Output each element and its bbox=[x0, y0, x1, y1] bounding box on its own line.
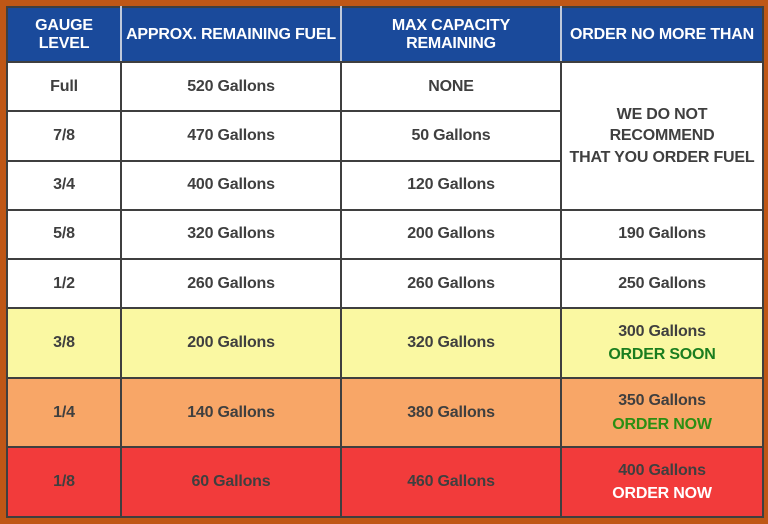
gauge-level-cell: 3/4 bbox=[6, 159, 122, 211]
no-order-note: WE DO NOT RECOMMEND THAT YOU ORDER FUEL bbox=[560, 61, 764, 211]
remaining-fuel-cell: 470 Gallons bbox=[120, 110, 342, 162]
header-remaining-fuel: APPROX. REMAINING FUEL bbox=[120, 5, 342, 64]
remaining-fuel-cell: 520 Gallons bbox=[120, 61, 342, 113]
order-limit-cell: 250 Gallons bbox=[560, 257, 764, 310]
row-3-8: 3/8 200 Gallons 320 Gallons 300 Gallons … bbox=[6, 307, 764, 379]
remaining-fuel-cell: 200 Gallons bbox=[120, 307, 342, 379]
remaining-fuel-cell: 60 Gallons bbox=[120, 446, 342, 518]
order-action-label: ORDER NOW bbox=[612, 415, 712, 433]
remaining-fuel-cell: 260 Gallons bbox=[120, 257, 342, 310]
remaining-fuel-cell: 400 Gallons bbox=[120, 159, 342, 211]
order-limit-cell: 400 Gallons ORDER NOW bbox=[560, 446, 764, 518]
no-order-note-line2: THAT YOU ORDER FUEL bbox=[569, 148, 755, 166]
row-1-8: 1/8 60 Gallons 460 Gallons 400 Gallons O… bbox=[6, 446, 764, 518]
gauge-level-cell: 7/8 bbox=[6, 110, 122, 162]
max-capacity-cell: 260 Gallons bbox=[340, 257, 562, 310]
order-action-label: ORDER NOW bbox=[612, 485, 712, 503]
order-limit-cell: 300 Gallons ORDER SOON bbox=[560, 307, 764, 379]
header-max-capacity: MAX CAPACITY REMAINING bbox=[340, 5, 562, 64]
gauge-level-cell: Full bbox=[6, 61, 122, 113]
gauge-level-cell: 5/8 bbox=[6, 208, 122, 260]
header-row: GAUGE LEVEL APPROX. REMAINING FUEL MAX C… bbox=[6, 5, 764, 64]
row-5-8: 5/8 320 Gallons 200 Gallons 190 Gallons bbox=[6, 208, 764, 260]
order-limit-cell: 350 Gallons ORDER NOW bbox=[560, 376, 764, 449]
row-full: Full 520 Gallons NONE WE DO NOT RECOMMEN… bbox=[6, 61, 764, 211]
gauge-level-cell: 1/2 bbox=[6, 257, 122, 310]
row-7-8: 7/8 470 Gallons 50 Gallons bbox=[6, 110, 763, 162]
max-capacity-cell: 460 Gallons bbox=[340, 446, 562, 518]
max-capacity-cell: NONE bbox=[340, 61, 562, 113]
header-order-no-more: ORDER NO MORE THAN bbox=[560, 5, 764, 64]
row-1-2: 1/2 260 Gallons 260 Gallons 250 Gallons bbox=[6, 257, 764, 310]
max-capacity-cell: 320 Gallons bbox=[340, 307, 562, 379]
row-3-4: 3/4 400 Gallons 120 Gallons bbox=[6, 159, 763, 211]
row-1-4: 1/4 140 Gallons 380 Gallons 350 Gallons … bbox=[6, 376, 764, 449]
max-capacity-cell: 50 Gallons bbox=[340, 110, 562, 162]
max-capacity-cell: 120 Gallons bbox=[340, 159, 562, 211]
remaining-fuel-cell: 140 Gallons bbox=[120, 376, 342, 449]
header-gauge-level: GAUGE LEVEL bbox=[6, 5, 122, 64]
no-order-note-line1: WE DO NOT RECOMMEND bbox=[609, 105, 715, 145]
order-action-label: ORDER SOON bbox=[608, 345, 716, 363]
remaining-fuel-cell: 320 Gallons bbox=[120, 208, 342, 260]
gauge-level-cell: 3/8 bbox=[6, 307, 122, 379]
fuel-gauge-table: GAUGE LEVEL APPROX. REMAINING FUEL MAX C… bbox=[6, 5, 764, 518]
max-capacity-cell: 200 Gallons bbox=[340, 208, 562, 260]
order-limit-value: 400 Gallons bbox=[618, 461, 706, 479]
max-capacity-cell: 380 Gallons bbox=[340, 376, 562, 449]
order-limit-cell: 190 Gallons bbox=[560, 208, 764, 260]
order-limit-value: 350 Gallons bbox=[618, 392, 706, 410]
order-limit-value: 300 Gallons bbox=[618, 322, 706, 340]
gauge-level-cell: 1/4 bbox=[6, 376, 122, 449]
gauge-level-cell: 1/8 bbox=[6, 446, 122, 518]
